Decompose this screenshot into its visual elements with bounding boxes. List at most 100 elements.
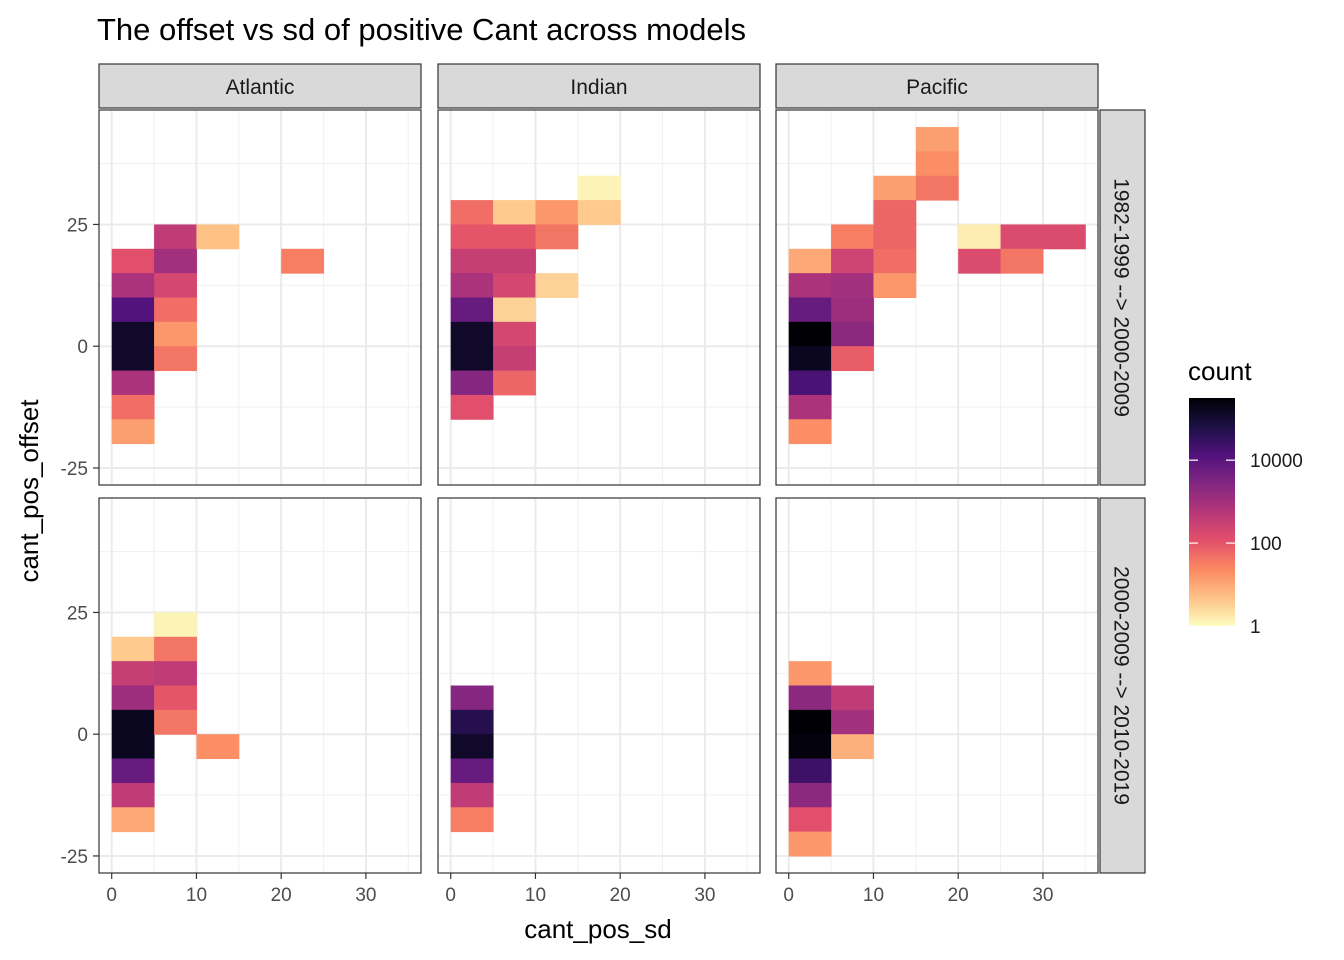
heat-tile [450, 394, 494, 420]
panel-indian-row1 [437, 109, 761, 486]
heat-tile [873, 224, 917, 250]
heat-tile [831, 297, 874, 323]
heat-tile [154, 346, 197, 372]
legend-label: 10000 [1250, 451, 1303, 472]
panel-border [437, 497, 761, 874]
strip-atlantic: Atlantic [98, 63, 422, 109]
heat-tile [154, 685, 197, 711]
x-tick-label: 30 [355, 885, 376, 906]
x-tick-label: 0 [445, 885, 456, 906]
axes-layer: -25 0 25 -25 0 25 0 10 20 30 0 10 20 30 0 10 20 30 [61, 215, 1054, 906]
heat-tile [111, 297, 155, 323]
heat-tile [831, 273, 874, 298]
panel-tiles [788, 127, 1086, 445]
heat-tile [111, 636, 155, 662]
heat-tile [577, 200, 621, 225]
heat-tile [450, 224, 494, 250]
panel-border [775, 497, 1099, 874]
y-tick-label: 0 [77, 337, 88, 358]
panel-pacific-row2 [775, 497, 1099, 874]
heat-tile [831, 685, 874, 711]
heat-tile [111, 370, 155, 396]
panel-border [98, 497, 422, 874]
heat-tile [450, 248, 494, 274]
strip-pacific: Pacific [775, 63, 1099, 109]
x-tick-label: 20 [271, 885, 292, 906]
strip-label: Pacific [906, 76, 968, 99]
heat-tile [154, 661, 197, 686]
x-tick-label: 10 [863, 885, 884, 906]
strip-background [775, 63, 1099, 109]
heat-tile [450, 200, 494, 225]
legend-colorbar [1189, 398, 1235, 626]
heat-tile [535, 273, 579, 298]
heat-tile [450, 758, 494, 784]
heat-tile [154, 248, 197, 274]
heat-tile [831, 709, 874, 735]
heat-tile [493, 248, 536, 274]
heat-tile [111, 661, 155, 686]
heat-tile [111, 321, 155, 347]
heat-tile [958, 224, 1002, 250]
heat-tile [1000, 224, 1044, 250]
heat-tile [788, 709, 832, 735]
heat-tile [535, 224, 579, 250]
x-tick-label: 0 [783, 885, 794, 906]
heat-tile [873, 200, 917, 225]
heat-tile [196, 224, 240, 250]
strip-background [437, 63, 761, 109]
x-tick-label: 10 [186, 885, 207, 906]
heat-tile [196, 734, 240, 760]
y-axis-title: cant_pos_offset [14, 399, 44, 583]
x-tick-label: 20 [610, 885, 631, 906]
chart-title: The offset vs sd of positive Cant across… [97, 12, 746, 47]
heat-tile [831, 346, 874, 372]
heat-tile [111, 734, 155, 760]
x-tick-label: 10 [525, 885, 546, 906]
strip-row-1: 1982-1999 --> 2000-2009 [1099, 109, 1146, 486]
panel-border [437, 109, 761, 486]
panel-gridlines [99, 110, 421, 485]
heat-tile [788, 394, 832, 420]
heat-tile [788, 273, 832, 298]
strip-indian: Indian [437, 63, 761, 109]
heat-tile [535, 200, 579, 225]
heat-tile [493, 297, 536, 323]
strip-label: Atlantic [226, 76, 295, 99]
heat-tile [450, 370, 494, 396]
heat-tile [788, 758, 832, 784]
heat-tile [154, 636, 197, 662]
heat-tile [493, 224, 536, 250]
heat-tile [154, 321, 197, 347]
heat-tile [915, 127, 959, 152]
heat-tile [788, 370, 832, 396]
x-tick-label: 0 [106, 885, 117, 906]
facet-strips: Atlantic Indian Pacific 1982-1999 --> 2000-… [98, 63, 1146, 874]
heat-tile [577, 175, 621, 201]
heat-tile [154, 224, 197, 250]
heat-tile [915, 175, 959, 201]
legend-title: count [1188, 356, 1252, 386]
panels-layer [98, 109, 1099, 874]
heat-tile [873, 175, 917, 201]
heat-tile [450, 297, 494, 323]
heat-tile [493, 321, 536, 347]
heat-tile [831, 734, 874, 760]
heat-tile [493, 273, 536, 298]
strip-background [1099, 497, 1146, 874]
heat-tile [788, 419, 832, 445]
x-tick-label: 30 [1032, 885, 1053, 906]
heat-tile [788, 297, 832, 323]
panel-pacific-row1 [775, 109, 1099, 486]
heat-tile [831, 321, 874, 347]
heat-tile [111, 709, 155, 735]
color-legend: count 10000 100 1 [1188, 356, 1303, 638]
heat-tile [450, 709, 494, 735]
heat-tile [154, 709, 197, 735]
x-axis-title: cant_pos_sd [524, 914, 671, 944]
heat-tile [111, 758, 155, 784]
heat-tile [958, 248, 1002, 274]
y-tick-label: -25 [61, 459, 88, 480]
heat-tile [915, 151, 959, 177]
